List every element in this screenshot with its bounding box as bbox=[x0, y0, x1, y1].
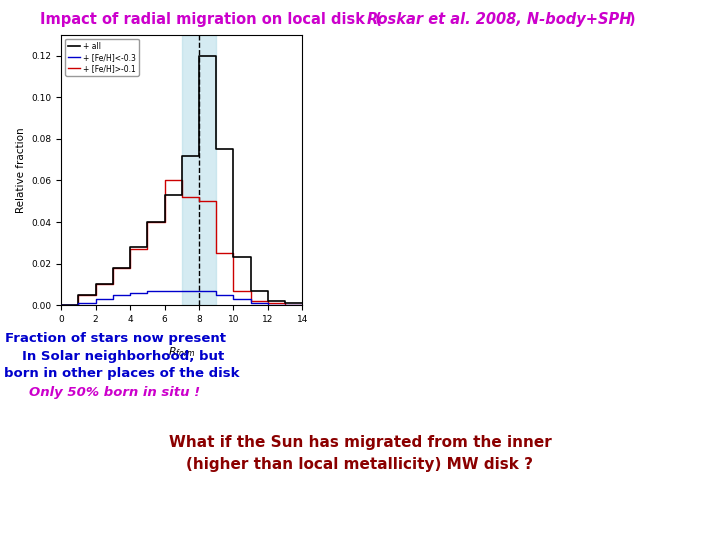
Text: Impact of radial migration on local disk  (: Impact of radial migration on local disk… bbox=[40, 12, 382, 27]
Y-axis label: Relative fraction: Relative fraction bbox=[16, 127, 26, 213]
Text: Only 50% born in situ !: Only 50% born in situ ! bbox=[29, 386, 200, 399]
Text: Roskar et al. 2008, N-body+SPH: Roskar et al. 2008, N-body+SPH bbox=[367, 12, 631, 27]
Text: ): ) bbox=[629, 12, 635, 27]
Text: Fraction of stars now present: Fraction of stars now present bbox=[5, 332, 226, 345]
Bar bbox=[181, 35, 216, 305]
Text: born in other places of the disk: born in other places of the disk bbox=[4, 367, 239, 380]
Text: In Solar neighborhood, but: In Solar neighborhood, but bbox=[22, 350, 224, 363]
Legend: + all, + [Fe/H]<-0.3, + [Fe/H]>-0.1: + all, + [Fe/H]<-0.3, + [Fe/H]>-0.1 bbox=[65, 39, 138, 76]
Text: (higher than local metallicity) MW disk ?: (higher than local metallicity) MW disk … bbox=[186, 457, 534, 472]
Text: $R_{form}$: $R_{form}$ bbox=[168, 346, 196, 360]
Text: What if the Sun has migrated from the inner: What if the Sun has migrated from the in… bbox=[168, 435, 552, 450]
